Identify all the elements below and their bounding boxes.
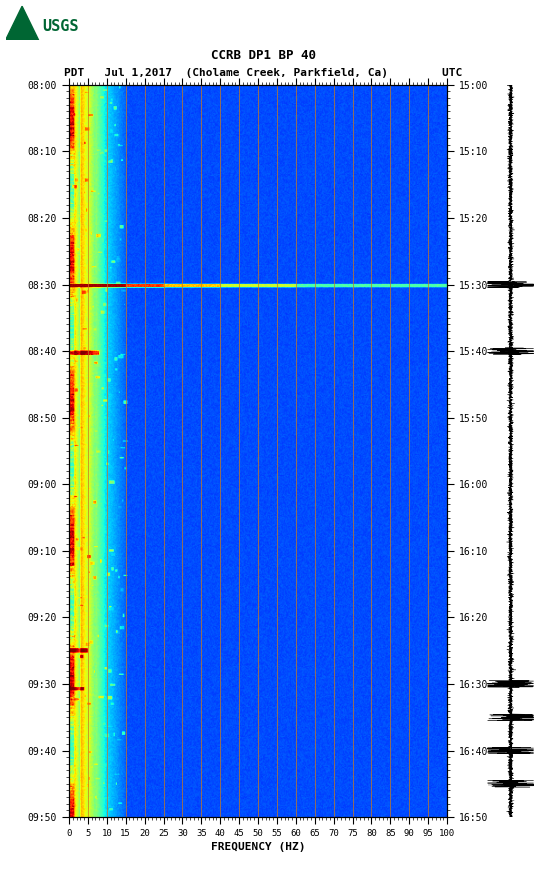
Polygon shape bbox=[6, 6, 39, 40]
Text: USGS: USGS bbox=[42, 20, 78, 34]
X-axis label: FREQUENCY (HZ): FREQUENCY (HZ) bbox=[211, 842, 305, 852]
Text: PDT   Jul 1,2017  (Cholame Creek, Parkfield, Ca)        UTC: PDT Jul 1,2017 (Cholame Creek, Parkfield… bbox=[65, 68, 463, 79]
Text: CCRB DP1 BP 40: CCRB DP1 BP 40 bbox=[211, 49, 316, 62]
